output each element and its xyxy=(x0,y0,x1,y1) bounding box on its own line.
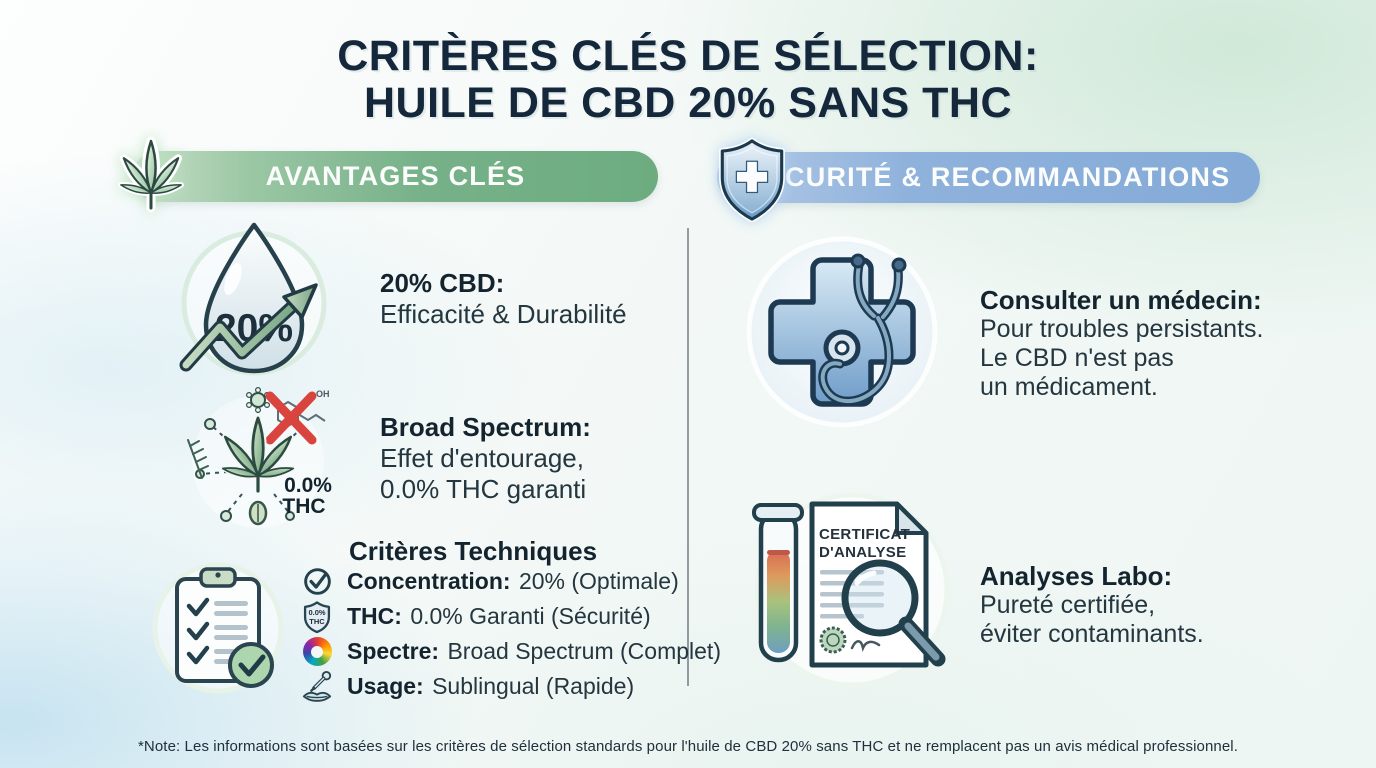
security-item-2-line2: éviter contaminants. xyxy=(980,620,1204,648)
security-item-1-heading: Consulter un médecin: xyxy=(980,285,1262,315)
spectrum-wheel-icon xyxy=(300,637,334,666)
test-tube-icon xyxy=(752,503,804,663)
security-item-1-line1: Pour troubles persistants. xyxy=(980,315,1264,343)
tech-criteria-row: Concentration: 20% (Optimale) xyxy=(300,564,721,599)
advantage-2-line2: 0.0% THC garanti xyxy=(380,474,587,504)
droplet-growth-icon: 20% xyxy=(179,222,327,376)
tech-criteria-list: Concentration: 20% (Optimale) 0.0% THC T… xyxy=(300,564,721,704)
tech-criteria-text: THC: 0.0% Garanti (Sécurité) xyxy=(347,603,651,629)
seed-icon xyxy=(248,500,268,526)
advantage-2-text: Broad Spectrum: Effet d'entourage, 0.0% … xyxy=(380,412,591,505)
advantage-1-text: 20% CBD: Efficacité & Durabilité xyxy=(380,268,627,330)
certificate-title-line1: CERTIFICAT xyxy=(819,526,910,543)
advantage-2-line1: Effet d'entourage, xyxy=(380,443,584,473)
svg-text:OH: OH xyxy=(316,389,330,399)
security-item-2-heading: Analyses Labo: xyxy=(980,561,1173,591)
magnifier-icon xyxy=(841,559,946,667)
red-x-icon xyxy=(265,391,317,445)
icon-thc-percent-label: 0.0% xyxy=(284,474,332,497)
tech-criteria-text: Concentration: 20% (Optimale) xyxy=(347,568,679,594)
security-item-1-text: Consulter un médecin: Pour troubles pers… xyxy=(980,286,1263,402)
sublingual-icon xyxy=(300,670,334,703)
svg-text:0.0%: 0.0% xyxy=(308,608,325,617)
tech-criteria-heading: Critères Techniques xyxy=(349,536,598,566)
advantage-1-line1: Efficacité & Durabilité xyxy=(380,299,627,329)
svg-text:THC: THC xyxy=(309,617,325,626)
advantage-2-heading: Broad Spectrum: xyxy=(380,412,591,442)
certificate-title-line2: D'ANALYSE xyxy=(819,544,906,561)
fern-icon xyxy=(187,439,209,479)
security-item-1-line2: Le CBD n'est pas xyxy=(980,344,1174,372)
entourage-no-thc-icon: OH 0.0% THC xyxy=(187,386,332,528)
page-title-line1: CRITÈRES CLÉS DE SÉLECTION: xyxy=(337,32,1039,80)
security-item-1-line3: un médicament. xyxy=(980,373,1158,401)
icon-thc-word-label: THC xyxy=(282,495,325,518)
security-item-2-line1: Pureté certifiée, xyxy=(980,591,1156,619)
column-divider xyxy=(687,228,689,686)
security-header-label: SÉCURITÉ & RECOMMANDATIONS xyxy=(746,162,1231,192)
check-circle-icon xyxy=(300,566,334,597)
cannabis-leaf-icon xyxy=(118,136,184,213)
page-title: CRITÈRES CLÉS DE SÉLECTION: HUILE DE CBD… xyxy=(0,33,1376,127)
tech-criteria-row: Usage: Sublingual (Rapide) xyxy=(300,669,721,704)
shield-cross-icon xyxy=(719,137,785,223)
thc-shield-icon: 0.0% THC xyxy=(300,600,334,634)
advantage-1-heading: 20% CBD: xyxy=(380,268,505,298)
tech-criteria-text: Usage: Sublingual (Rapide) xyxy=(347,673,635,699)
advantages-header-pill: AVANTAGES CLÉS xyxy=(133,151,658,202)
clipboard-checklist-icon xyxy=(152,562,284,694)
footer-note: *Note: Les informations sont basées sur … xyxy=(138,738,1238,755)
page-title-line2: HUILE DE CBD 20% SANS THC xyxy=(363,79,1013,127)
security-header-pill: SÉCURITÉ & RECOMMANDATIONS xyxy=(717,152,1260,203)
tech-criteria-text: Spectre: Broad Spectrum (Complet) xyxy=(347,638,721,664)
tech-criteria-row: Spectre: Broad Spectrum (Complet) xyxy=(300,634,721,669)
medical-cross-stethoscope-icon xyxy=(746,236,938,428)
lab-certificate-icon: CERTIFICAT D'ANALYSE xyxy=(752,492,950,688)
advantages-header-label: AVANTAGES CLÉS xyxy=(265,161,526,191)
tech-criteria-row: 0.0% THC THC: 0.0% Garanti (Sécurité) xyxy=(300,599,721,634)
security-item-2-text: Analyses Labo: Pureté certifiée, éviter … xyxy=(980,562,1204,649)
